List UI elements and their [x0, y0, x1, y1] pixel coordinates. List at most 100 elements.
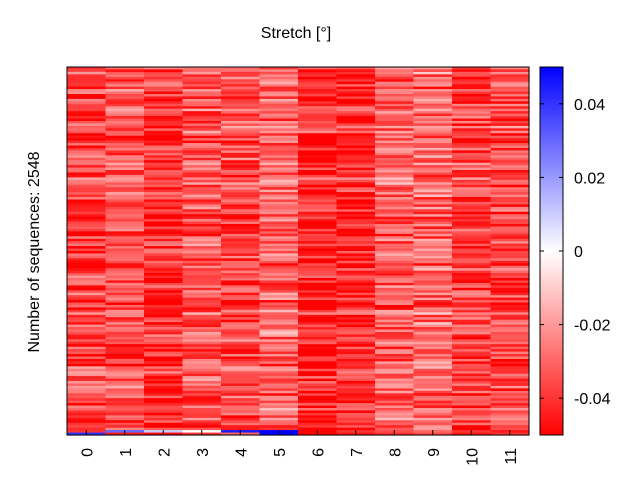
heatmap-cell [221, 383, 261, 387]
heatmap-cell [336, 329, 376, 333]
heatmap-cell [105, 317, 145, 321]
heatmap-cell [375, 111, 415, 115]
heatmap-cell [259, 381, 299, 385]
heatmap-cell [490, 76, 530, 80]
heatmap-cell [375, 383, 415, 387]
heatmap-cell [144, 145, 184, 149]
heatmap-cell [182, 408, 222, 412]
heatmap-cell [105, 101, 145, 105]
heatmap-cell [298, 106, 338, 110]
heatmap-cell [144, 255, 184, 259]
heatmap-cell [144, 346, 184, 350]
heatmap-cell [413, 140, 453, 144]
heatmap-cell [67, 295, 107, 299]
heatmap-cell [259, 197, 299, 201]
heatmap-cell [452, 145, 492, 149]
heatmap-cell [336, 251, 376, 255]
heatmap-cell [298, 309, 338, 313]
heatmap-cell [298, 408, 338, 412]
heatmap-cell [105, 329, 145, 333]
heatmap-cell [144, 349, 184, 353]
heatmap-cell [105, 395, 145, 399]
heatmap-cell [298, 314, 338, 318]
heatmap-cell [221, 143, 261, 147]
heatmap-cell [105, 221, 145, 225]
heatmap-cell [490, 91, 530, 95]
heatmap-cell [182, 189, 222, 193]
heatmap-cell [452, 187, 492, 191]
heatmap-cell [490, 160, 530, 164]
heatmap-cell [490, 302, 530, 306]
heatmap-cell [452, 214, 492, 218]
heatmap-cell [67, 243, 107, 247]
heatmap-cell [67, 265, 107, 269]
heatmap-cell [259, 160, 299, 164]
heatmap-cell [298, 292, 338, 296]
heatmap-cell [298, 300, 338, 304]
x-tick-label: 0 [79, 448, 96, 457]
heatmap-cell [452, 206, 492, 210]
heatmap-cell [105, 79, 145, 83]
heatmap-cell [298, 128, 338, 132]
heatmap-cell [336, 420, 376, 424]
heatmap-cell [182, 385, 222, 389]
heatmap-cell [375, 270, 415, 274]
heatmap-cell [490, 170, 530, 174]
heatmap-cell [67, 390, 107, 394]
plot-frame [66, 66, 530, 436]
heatmap-cell [67, 273, 107, 277]
heatmap-cell [105, 231, 145, 235]
heatmap-cell [490, 270, 530, 274]
heatmap-cell [259, 199, 299, 203]
heatmap-cell [144, 258, 184, 262]
heatmap-cell [221, 246, 261, 250]
heatmap-cell [336, 349, 376, 353]
heatmap-cell [105, 388, 145, 392]
heatmap-cell [452, 243, 492, 247]
heatmap-cell [182, 216, 222, 220]
heatmap-cell [259, 128, 299, 132]
heatmap-cell [336, 248, 376, 252]
heatmap-cell [67, 371, 107, 375]
heatmap-cell [144, 371, 184, 375]
colorbar-tick-label: -0.04 [574, 391, 611, 408]
heatmap-cell [336, 172, 376, 176]
heatmap-cell [182, 292, 222, 296]
heatmap-cell [375, 273, 415, 277]
heatmap-cell [259, 295, 299, 299]
heatmap-cell [336, 152, 376, 156]
heatmap-cell [490, 351, 530, 355]
heatmap-cell [182, 81, 222, 85]
heatmap-cell [67, 167, 107, 171]
heatmap-cell [375, 263, 415, 267]
heatmap-cell [452, 155, 492, 159]
heatmap-cell [452, 381, 492, 385]
heatmap-cell [221, 84, 261, 88]
heatmap-cell [105, 312, 145, 316]
heatmap-cell [259, 187, 299, 191]
heatmap-cell [375, 84, 415, 88]
heatmap-cell [452, 331, 492, 336]
heatmap-cell [375, 130, 415, 134]
heatmap-cell [67, 221, 107, 225]
heatmap-cell [144, 268, 184, 272]
heatmap-cell [375, 189, 415, 193]
heatmap-cell [182, 427, 222, 431]
heatmap-cell [490, 295, 530, 299]
heatmap-cell [413, 258, 453, 262]
heatmap-cell [298, 79, 338, 83]
heatmap-cell [452, 113, 492, 117]
x-tick-label: 2 [156, 448, 173, 457]
heatmap-cell [413, 319, 453, 323]
heatmap-cell [490, 356, 530, 360]
heatmap-cell [67, 400, 107, 404]
heatmap-cell [105, 93, 145, 98]
heatmap-cell [144, 182, 184, 186]
heatmap-cell [452, 98, 492, 102]
heatmap-cell [105, 74, 145, 78]
heatmap-cell [259, 89, 299, 93]
heatmap-cell [375, 265, 415, 269]
heatmap-cell [221, 243, 261, 247]
heatmap-cell [144, 233, 184, 237]
heatmap-cell [336, 412, 376, 416]
